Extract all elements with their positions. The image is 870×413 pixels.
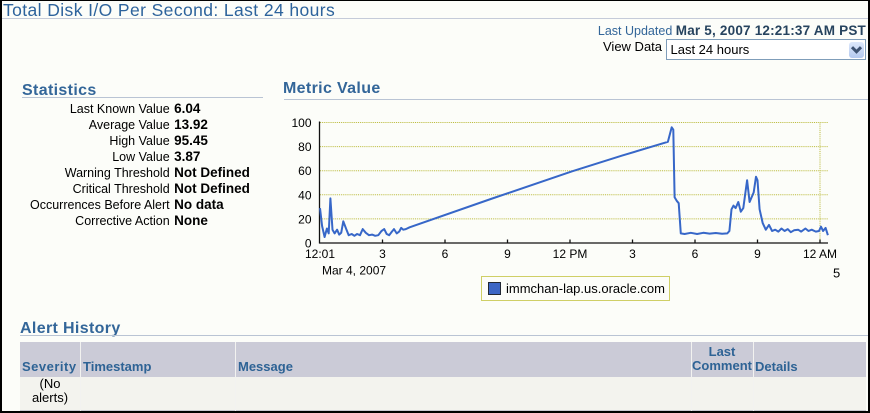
svg-text:5: 5 <box>833 266 840 281</box>
svg-text:60: 60 <box>298 164 312 178</box>
svg-text:Mar 4, 2007: Mar 4, 2007 <box>322 264 386 278</box>
svg-text:12:01: 12:01 <box>305 247 335 261</box>
svg-text:6: 6 <box>692 247 699 261</box>
svg-text:12 AM: 12 AM <box>803 247 837 261</box>
svg-text:40: 40 <box>298 188 312 202</box>
svg-text:100: 100 <box>291 116 311 130</box>
svg-text:6: 6 <box>442 247 449 261</box>
svg-text:0: 0 <box>305 237 312 251</box>
svg-text:3: 3 <box>379 247 386 261</box>
svg-text:20: 20 <box>298 212 312 226</box>
svg-text:9: 9 <box>754 247 761 261</box>
svg-text:12 PM: 12 PM <box>553 247 588 261</box>
svg-text:80: 80 <box>298 140 312 154</box>
svg-text:3: 3 <box>629 247 636 261</box>
svg-text:9: 9 <box>504 247 511 261</box>
